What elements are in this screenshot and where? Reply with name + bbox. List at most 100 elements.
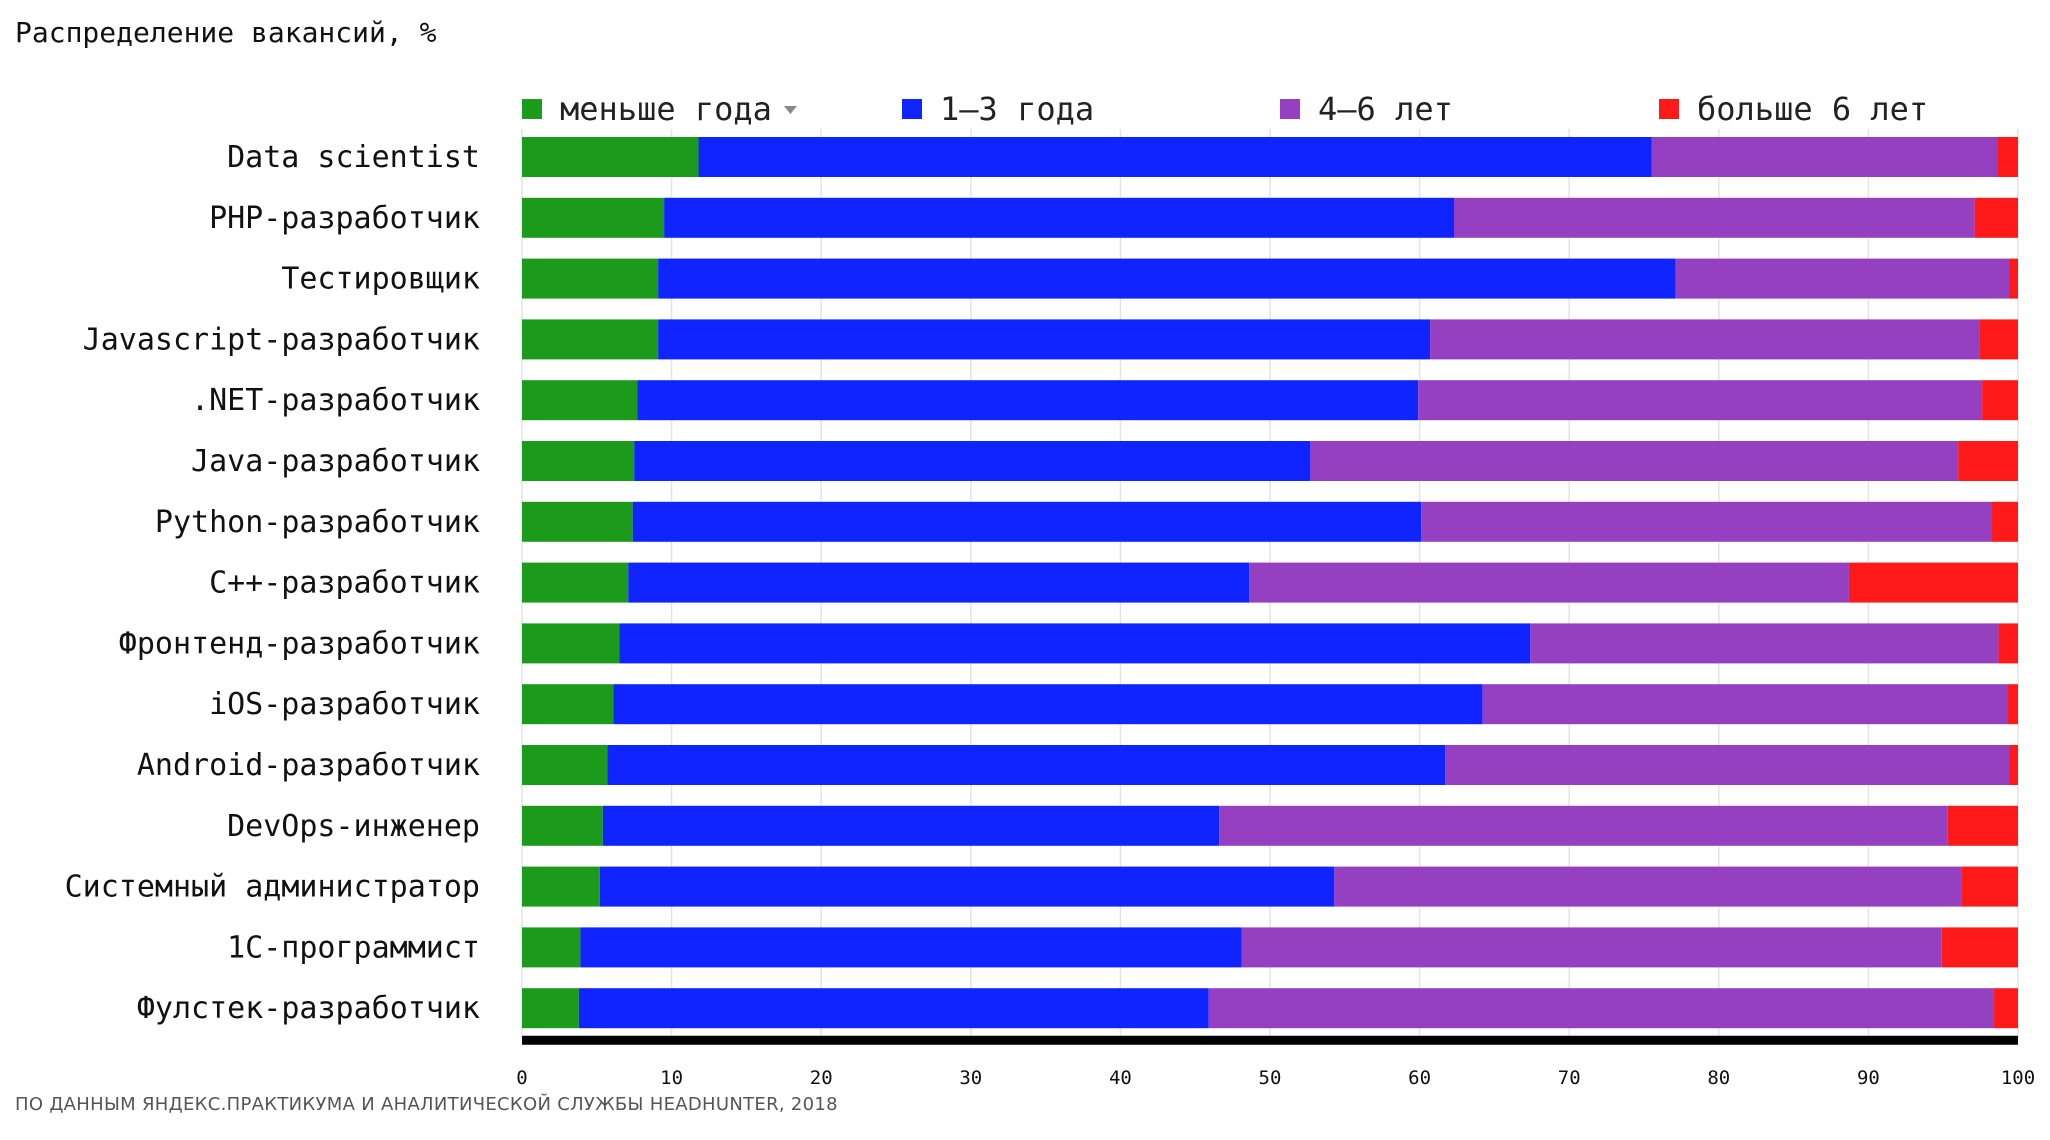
category-label-6: Python-разработчик	[155, 505, 480, 540]
category-labels: Data scientist PHP-разработчик Тестировщик…	[65, 140, 480, 1026]
x-tick-label-0: 0	[516, 1067, 527, 1089]
bar-7-series-3	[1848, 562, 2018, 603]
bar-3-series-3	[1979, 319, 2018, 360]
bar-14-series-1	[578, 988, 1209, 1029]
category-label-0: Data scientist	[227, 140, 480, 175]
bar-3-series-0	[522, 319, 659, 360]
category-label-3: Javascript-разработчик	[83, 322, 480, 357]
bar-3-series-1	[658, 319, 1431, 360]
chart-title: Распределение вакансий, %	[15, 16, 437, 49]
bar-10-series-1	[607, 745, 1446, 785]
category-label-1: PHP-разработчик	[209, 201, 480, 236]
bar-4-series-3	[1982, 380, 2018, 421]
bar-0-series-2	[1651, 137, 1998, 177]
bar-5-series-3	[1958, 441, 2018, 481]
category-label-4: .NET-разработчик	[191, 383, 480, 418]
x-tick-label-60: 60	[1408, 1067, 1431, 1089]
bar-6-series-0	[522, 501, 633, 542]
x-tick-label-20: 20	[810, 1067, 833, 1089]
bar-12-series-0	[522, 866, 600, 907]
category-label-2: Тестировщик	[281, 262, 480, 297]
bar-13-series-1	[580, 927, 1242, 968]
bar-8-series-2	[1530, 623, 1999, 664]
bar-9-series-0	[522, 684, 614, 725]
bar-6-series-2	[1421, 501, 1992, 542]
bar-6-series-3	[1991, 501, 2018, 542]
category-label-8: Фронтенд-разработчик	[119, 626, 480, 661]
bar-7-series-0	[522, 562, 629, 603]
bar-5-series-0	[522, 441, 635, 481]
bar-11-series-2	[1219, 805, 1948, 846]
bar-1-series-0	[522, 197, 665, 238]
category-label-12: Системный администратор	[65, 870, 480, 905]
bar-12-series-1	[599, 866, 1335, 907]
bars	[522, 137, 2018, 1029]
source-note: ПО ДАННЫМ ЯНДЕКС.ПРАКТИКУМА И АНАЛИТИЧЕС…	[15, 1093, 838, 1115]
bar-8-series-0	[522, 623, 620, 664]
category-label-14: Фулстек-разработчик	[137, 991, 480, 1026]
bar-5-series-2	[1310, 441, 1959, 481]
bar-14-series-3	[1994, 988, 2018, 1029]
legend-label-1: 1–3 года	[940, 90, 1094, 128]
bar-4-series-1	[637, 380, 1419, 421]
bar-11-series-0	[522, 805, 603, 846]
bar-11-series-3	[1947, 805, 2018, 846]
bar-0-series-3	[1997, 137, 2018, 177]
bar-10-series-0	[522, 745, 608, 785]
category-label-9: iOS-разработчик	[209, 687, 480, 722]
bar-3-series-2	[1430, 319, 1980, 360]
x-tick-label-100: 100	[2001, 1067, 2035, 1089]
legend-swatch-1	[902, 99, 922, 119]
bar-4-series-2	[1418, 380, 1983, 421]
category-label-7: C++-разработчик	[209, 566, 480, 601]
x-tick-label-40: 40	[1109, 1067, 1132, 1089]
legend-label-0: меньше года	[560, 90, 772, 128]
bar-6-series-1	[632, 501, 1422, 542]
bar-10-series-3	[2009, 745, 2018, 785]
x-tick-label-70: 70	[1558, 1067, 1581, 1089]
bar-9-series-1	[613, 684, 1483, 725]
x-tick-label-50: 50	[1259, 1067, 1282, 1089]
x-tick-label-30: 30	[959, 1067, 982, 1089]
legend: меньше года 1–3 года 4–6 лет больше 6 лет	[522, 90, 1928, 128]
x-tick-label-90: 90	[1857, 1067, 1880, 1089]
category-label-11: DevOps-инженер	[227, 809, 480, 844]
bar-9-series-2	[1482, 684, 2008, 725]
bar-14-series-2	[1208, 988, 1995, 1029]
bar-2-series-2	[1675, 258, 2010, 299]
bar-0-series-0	[522, 137, 699, 177]
category-label-5: Java-разработчик	[191, 444, 480, 479]
bar-12-series-3	[1961, 866, 2018, 907]
bar-0-series-1	[698, 137, 1652, 177]
sort-indicator-icon[interactable]	[783, 106, 797, 114]
bar-1-series-2	[1454, 197, 1975, 238]
bar-1-series-3	[1974, 197, 2018, 238]
legend-swatch-2	[1280, 99, 1300, 119]
legend-label-3: больше 6 лет	[1697, 90, 1928, 128]
bar-12-series-2	[1334, 866, 1962, 907]
bar-13-series-2	[1241, 927, 1942, 968]
bar-10-series-2	[1445, 745, 2010, 785]
x-tick-label-80: 80	[1707, 1067, 1730, 1089]
bar-7-series-1	[628, 562, 1250, 603]
x-tick-labels: 0 10 20 30 40 50 60 70 80 90 100	[516, 1067, 2035, 1089]
bar-13-series-3	[1941, 927, 2018, 968]
bar-9-series-3	[2007, 684, 2018, 725]
bar-2-series-0	[522, 258, 659, 299]
category-label-13: 1C-программист	[227, 930, 480, 965]
bar-8-series-3	[1998, 623, 2018, 664]
legend-swatch-3	[1659, 99, 1679, 119]
bar-7-series-2	[1249, 562, 1849, 603]
bar-2-series-3	[2009, 258, 2018, 299]
x-tick-label-10: 10	[660, 1067, 683, 1089]
bar-11-series-1	[602, 805, 1220, 846]
category-label-10: Android-разработчик	[137, 748, 480, 783]
legend-label-2: 4–6 лет	[1318, 90, 1453, 128]
bar-4-series-0	[522, 380, 638, 421]
bar-8-series-1	[619, 623, 1531, 664]
bar-13-series-0	[522, 927, 581, 968]
legend-swatch-0	[522, 99, 542, 119]
bar-14-series-0	[522, 988, 579, 1029]
bar-2-series-1	[658, 258, 1676, 299]
